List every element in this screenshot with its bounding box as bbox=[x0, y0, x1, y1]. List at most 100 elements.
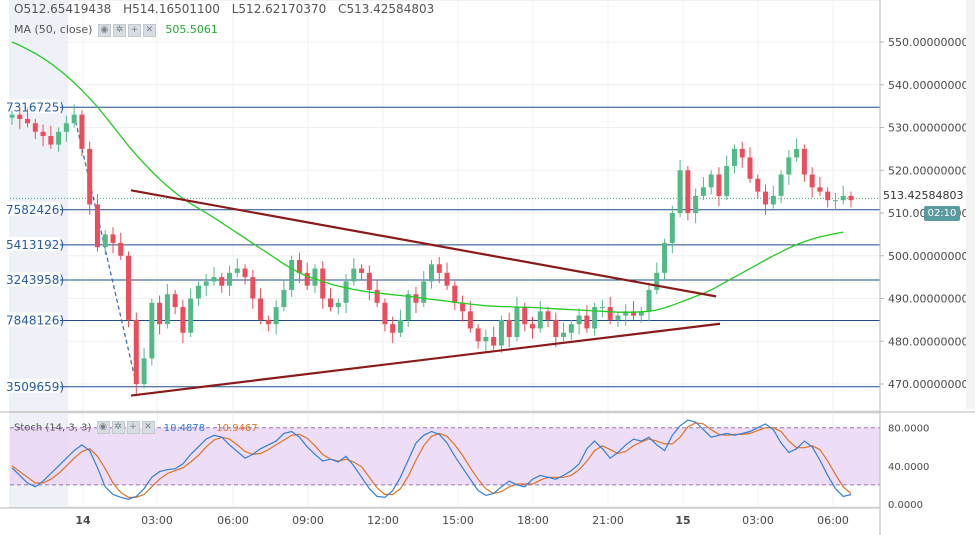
candle-body bbox=[304, 272, 310, 286]
plus-icon[interactable]: + bbox=[127, 23, 141, 37]
bar-countdown: 02:10 bbox=[924, 206, 960, 221]
time-axis-label: 03:00 bbox=[141, 514, 173, 527]
candle-body bbox=[763, 191, 769, 205]
candle-body bbox=[553, 319, 559, 337]
time-axis-label: 14 bbox=[75, 514, 91, 527]
candle-body bbox=[801, 148, 807, 175]
candle-body bbox=[584, 315, 590, 329]
high-value: H514.16501100 bbox=[123, 2, 220, 16]
horizontal-level-label: 7848126) bbox=[6, 314, 64, 328]
candle-body bbox=[716, 174, 722, 196]
ma-legend: MA (50, close) ◉ ✲ + ✕ 505.5061 bbox=[14, 23, 218, 37]
candle-body bbox=[56, 131, 62, 145]
candle-body bbox=[724, 165, 730, 196]
candle-body bbox=[786, 157, 792, 175]
candle-body bbox=[693, 195, 699, 213]
candle-body bbox=[126, 255, 132, 320]
candle-body bbox=[172, 294, 178, 308]
stoch-k-line bbox=[11, 419, 852, 500]
candle-body bbox=[747, 157, 753, 179]
trendline-upper bbox=[130, 189, 717, 298]
candle-body bbox=[242, 268, 248, 278]
close-icon[interactable]: ✕ bbox=[142, 23, 156, 37]
candle-body bbox=[638, 311, 644, 316]
candle-body bbox=[366, 272, 372, 290]
open-value: O512.65419438 bbox=[14, 2, 112, 16]
candle-body bbox=[646, 289, 652, 312]
stoch-band bbox=[10, 427, 880, 485]
candle-body bbox=[141, 358, 147, 384]
candle-body bbox=[662, 242, 668, 273]
time-axis-label: 06:00 bbox=[817, 514, 849, 527]
main-pane bbox=[9, 0, 881, 412]
price-axis-label: 500.00000000 bbox=[888, 250, 968, 263]
price-axis-label: 530.00000000 bbox=[888, 122, 968, 135]
candle-body bbox=[25, 118, 31, 124]
candle-body bbox=[219, 277, 225, 286]
gear-icon[interactable]: ✲ bbox=[111, 421, 125, 434]
gear-icon[interactable]: ✲ bbox=[112, 23, 126, 37]
plus-icon[interactable]: + bbox=[126, 421, 140, 434]
eye-icon[interactable]: ◉ bbox=[96, 421, 110, 434]
candle-body bbox=[708, 174, 714, 188]
price-axis-label: 480.00000000 bbox=[888, 335, 968, 348]
candle-body bbox=[157, 302, 163, 325]
candle-body bbox=[545, 311, 551, 320]
stoch-axis-label: 40.0000 bbox=[888, 462, 929, 473]
candle-body bbox=[265, 319, 271, 325]
candle-body bbox=[250, 277, 256, 299]
candle-body bbox=[374, 289, 380, 303]
candle-body bbox=[840, 195, 846, 201]
candle-body bbox=[770, 195, 776, 205]
price-axis-label: 540.00000000 bbox=[888, 79, 968, 92]
candle-body bbox=[825, 191, 831, 201]
candle-body bbox=[32, 123, 38, 132]
candle-body bbox=[87, 148, 93, 205]
time-axis-label: 06:00 bbox=[217, 514, 249, 527]
candle-body bbox=[312, 268, 318, 286]
candle-body bbox=[289, 260, 295, 290]
candle-body bbox=[561, 332, 567, 337]
candle-body bbox=[436, 264, 442, 273]
close-icon[interactable]: ✕ bbox=[141, 421, 155, 434]
ma-value: 505.5061 bbox=[165, 23, 218, 36]
price-scrollbar bbox=[966, 0, 975, 409]
candle-body bbox=[281, 289, 287, 308]
level-label-bg bbox=[0, 236, 60, 251]
candle-body bbox=[71, 114, 77, 124]
candle-body bbox=[809, 174, 815, 188]
candle-body bbox=[296, 260, 302, 273]
candle-body bbox=[195, 285, 201, 299]
candle-body bbox=[227, 272, 233, 286]
candle-body bbox=[460, 302, 466, 312]
candle-body bbox=[273, 307, 279, 325]
candle-body bbox=[685, 170, 691, 213]
time-axis-label: 15:00 bbox=[442, 514, 474, 527]
ma50-line bbox=[11, 41, 844, 313]
candle-body bbox=[180, 307, 186, 333]
candle-body bbox=[405, 294, 411, 320]
level-label-bg bbox=[0, 99, 60, 114]
candle-body bbox=[483, 336, 489, 342]
candle-body bbox=[731, 148, 737, 166]
horizontal-level-label: 3243958) bbox=[6, 273, 64, 287]
candle-body bbox=[630, 311, 636, 316]
candle-body bbox=[40, 131, 46, 137]
candle-body bbox=[848, 195, 854, 201]
candle-body bbox=[491, 336, 497, 346]
candle-body bbox=[149, 302, 155, 359]
candle-body bbox=[506, 319, 512, 337]
candle-body bbox=[203, 281, 209, 286]
horizontal-level-label: 3509659) bbox=[6, 380, 64, 394]
trendline-lower bbox=[130, 322, 721, 397]
time-axis-label: 15 bbox=[675, 514, 690, 527]
stoch-k-value: 10.4878 bbox=[163, 422, 206, 434]
eye-icon[interactable]: ◉ bbox=[97, 23, 111, 37]
candle-body bbox=[599, 307, 605, 309]
candle-body bbox=[677, 170, 683, 213]
candle-body bbox=[9, 114, 15, 118]
candle-body bbox=[623, 311, 629, 316]
horizontal-level-label: 7316725) bbox=[6, 100, 64, 114]
time-axis-label: 03:00 bbox=[742, 514, 774, 527]
